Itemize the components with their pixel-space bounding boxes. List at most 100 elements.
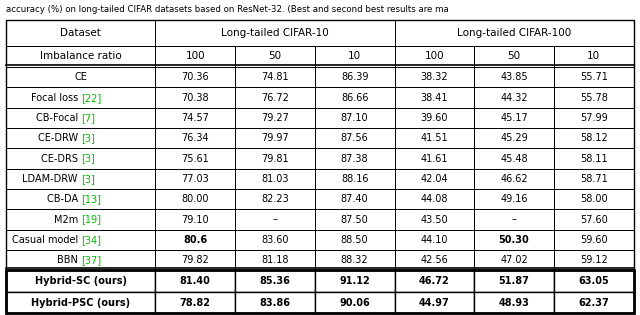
Bar: [156, 46, 235, 67]
Text: 59.12: 59.12: [580, 255, 607, 265]
Text: 50: 50: [268, 51, 282, 61]
Bar: [235, 270, 315, 292]
Text: 10: 10: [587, 51, 600, 61]
Bar: [554, 67, 634, 88]
Text: LDAM-DRW: LDAM-DRW: [22, 174, 81, 184]
Text: 45.48: 45.48: [500, 154, 528, 163]
Bar: [6, 250, 156, 270]
Bar: [156, 209, 235, 230]
Bar: [474, 189, 554, 209]
Text: Dataset: Dataset: [60, 28, 101, 38]
Bar: [235, 169, 315, 189]
Text: 75.61: 75.61: [181, 154, 209, 163]
Text: 87.50: 87.50: [340, 215, 369, 225]
Text: [7]: [7]: [81, 113, 95, 123]
Text: [13]: [13]: [81, 194, 101, 204]
Text: 59.60: 59.60: [580, 235, 607, 245]
Text: 55.71: 55.71: [580, 72, 608, 82]
Bar: [554, 148, 634, 169]
Text: [22]: [22]: [81, 93, 101, 103]
Bar: [315, 169, 394, 189]
Bar: [6, 230, 156, 250]
Text: CE-DRS: CE-DRS: [41, 154, 81, 163]
Text: 49.16: 49.16: [500, 194, 528, 204]
Bar: [6, 148, 156, 169]
Text: 57.99: 57.99: [580, 113, 607, 123]
Bar: [156, 230, 235, 250]
Text: 83.86: 83.86: [259, 298, 291, 308]
Bar: [394, 128, 474, 148]
Bar: [315, 230, 394, 250]
Text: 78.82: 78.82: [180, 298, 211, 308]
Text: 62.37: 62.37: [579, 298, 609, 308]
Text: 90.06: 90.06: [339, 298, 370, 308]
Text: [19]: [19]: [81, 215, 101, 225]
Bar: [6, 20, 156, 46]
Text: 58.00: 58.00: [580, 194, 607, 204]
Bar: [156, 88, 235, 108]
Text: 43.85: 43.85: [500, 72, 528, 82]
Bar: [394, 20, 634, 46]
Text: [3]: [3]: [81, 133, 95, 143]
Bar: [394, 88, 474, 108]
Bar: [315, 270, 394, 292]
Bar: [6, 88, 156, 108]
Text: Focal loss: Focal loss: [31, 93, 81, 103]
Text: 50.30: 50.30: [499, 235, 529, 245]
Bar: [235, 128, 315, 148]
Text: 87.40: 87.40: [341, 194, 369, 204]
Bar: [315, 67, 394, 88]
Text: –: –: [511, 215, 516, 225]
Bar: [315, 108, 394, 128]
Bar: [394, 67, 474, 88]
Text: 87.56: 87.56: [340, 133, 369, 143]
Bar: [315, 88, 394, 108]
Text: 46.62: 46.62: [500, 174, 528, 184]
Text: 85.36: 85.36: [259, 276, 291, 286]
Text: 74.81: 74.81: [261, 72, 289, 82]
Text: 86.39: 86.39: [341, 72, 369, 82]
Text: 81.03: 81.03: [261, 174, 289, 184]
Bar: [394, 169, 474, 189]
Text: 38.32: 38.32: [420, 72, 448, 82]
Text: CB-Focal: CB-Focal: [36, 113, 81, 123]
Bar: [394, 250, 474, 270]
Text: 82.23: 82.23: [261, 194, 289, 204]
Bar: [474, 209, 554, 230]
Text: 79.27: 79.27: [261, 113, 289, 123]
Text: 50: 50: [508, 51, 520, 61]
Bar: [6, 169, 156, 189]
Bar: [554, 128, 634, 148]
Bar: [235, 46, 315, 67]
Bar: [235, 189, 315, 209]
Bar: [554, 46, 634, 67]
Text: 100: 100: [424, 51, 444, 61]
Text: Imbalance ratio: Imbalance ratio: [40, 51, 122, 61]
Text: 58.71: 58.71: [580, 174, 607, 184]
Bar: [235, 250, 315, 270]
Bar: [156, 20, 394, 46]
Bar: [554, 250, 634, 270]
Text: 79.10: 79.10: [182, 215, 209, 225]
Bar: [554, 230, 634, 250]
Bar: [554, 169, 634, 189]
Text: 38.41: 38.41: [420, 93, 448, 103]
Bar: [235, 292, 315, 313]
Bar: [394, 209, 474, 230]
Text: 76.34: 76.34: [182, 133, 209, 143]
Bar: [235, 67, 315, 88]
Text: 46.72: 46.72: [419, 276, 450, 286]
Text: 74.57: 74.57: [181, 113, 209, 123]
Bar: [235, 88, 315, 108]
Text: 79.81: 79.81: [261, 154, 289, 163]
Text: [37]: [37]: [81, 255, 101, 265]
Bar: [6, 67, 156, 88]
Text: 45.29: 45.29: [500, 133, 528, 143]
Bar: [394, 230, 474, 250]
Bar: [474, 108, 554, 128]
Text: Hybrid-PSC (ours): Hybrid-PSC (ours): [31, 298, 131, 308]
Bar: [156, 189, 235, 209]
Text: 70.38: 70.38: [182, 93, 209, 103]
Text: 100: 100: [186, 51, 205, 61]
Bar: [554, 108, 634, 128]
